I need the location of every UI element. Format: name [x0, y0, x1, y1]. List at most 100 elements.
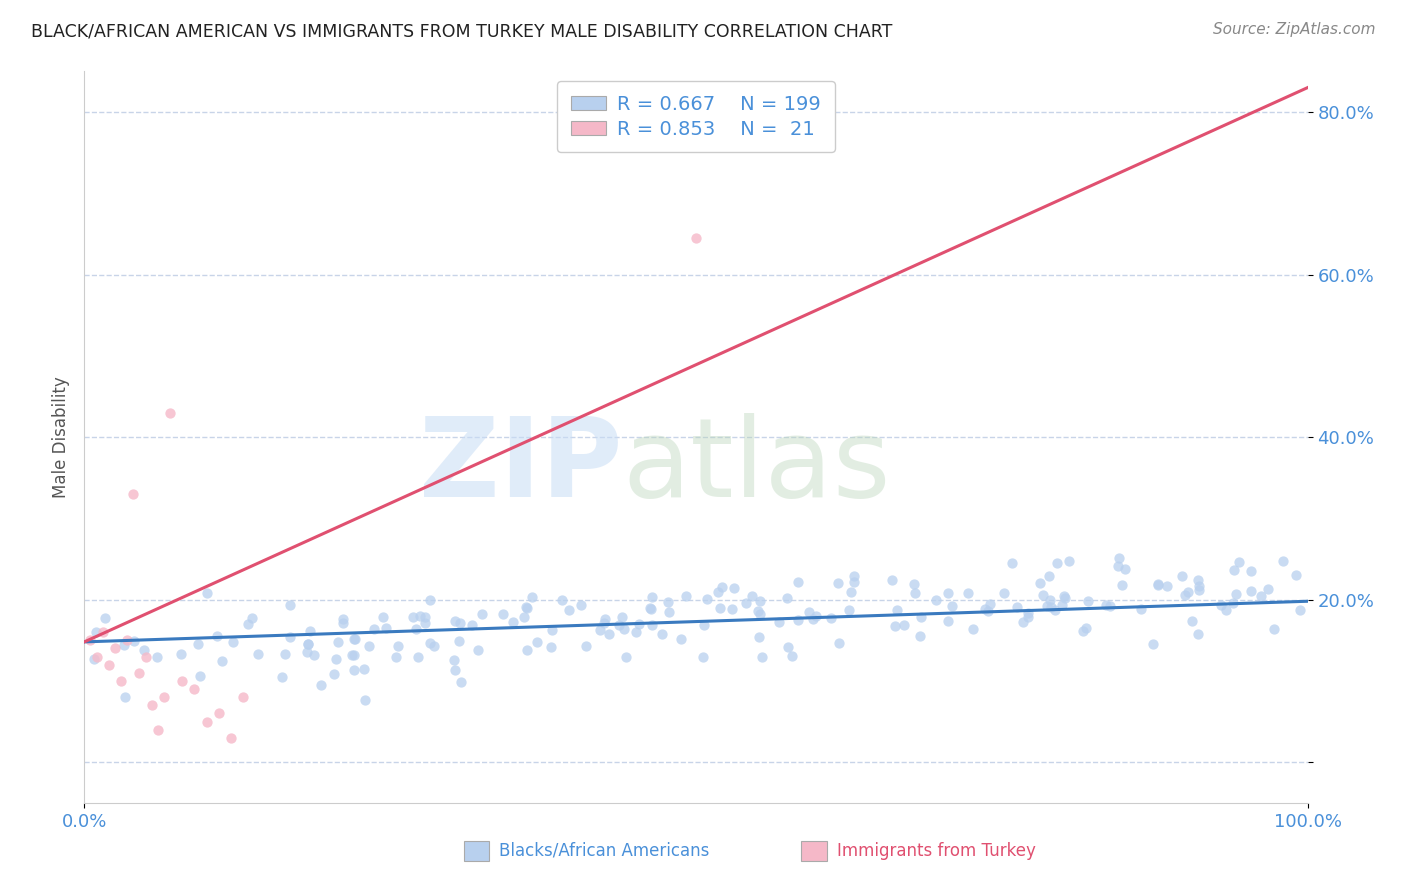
Point [1250, 589, 1272, 603]
Point [183, 681, 205, 696]
Point [409, 609, 432, 624]
Point [1012, 615, 1035, 629]
Point [115, 633, 138, 648]
Point [1074, 621, 1097, 635]
Point [884, 619, 907, 633]
Point [208, 706, 231, 721]
Point [86, 649, 108, 664]
Point [1263, 622, 1285, 636]
Point [187, 637, 209, 651]
Point [1181, 614, 1204, 628]
Point [651, 626, 673, 640]
Point [278, 630, 301, 644]
Point [748, 631, 770, 645]
Point [593, 612, 616, 626]
Point [880, 573, 903, 587]
Point [820, 611, 842, 625]
Point [685, 231, 707, 245]
Point [768, 615, 790, 630]
Point [211, 654, 233, 668]
Point [776, 591, 799, 605]
Point [842, 574, 865, 589]
Point [387, 639, 409, 653]
Point [134, 642, 156, 657]
Point [711, 580, 734, 594]
Point [461, 617, 484, 632]
Point [419, 636, 441, 650]
Point [1240, 584, 1263, 599]
Point [1215, 603, 1237, 617]
Point [1257, 582, 1279, 596]
Point [607, 617, 630, 632]
Legend: R = 0.667    N = 199, R = 0.853    N =  21: R = 0.667 N = 199, R = 0.853 N = 21 [557, 81, 835, 153]
Point [1057, 554, 1080, 568]
Text: atlas: atlas [623, 413, 891, 520]
Point [423, 639, 446, 653]
Point [1017, 606, 1039, 620]
Point [614, 650, 637, 665]
Point [749, 607, 772, 622]
Point [122, 487, 145, 501]
Point [471, 607, 494, 621]
Point [778, 640, 800, 654]
Point [974, 602, 997, 616]
Point [844, 568, 866, 582]
Point [925, 593, 948, 607]
Point [371, 610, 394, 624]
Point [405, 622, 427, 636]
Point [354, 693, 377, 707]
Point [492, 607, 515, 621]
Point [112, 638, 135, 652]
Point [741, 589, 763, 603]
Point [271, 670, 294, 684]
Point [1032, 588, 1054, 602]
Point [344, 632, 367, 646]
Point [195, 714, 218, 729]
Point [1077, 594, 1099, 608]
Point [1111, 578, 1133, 592]
Point [1239, 565, 1261, 579]
Point [207, 629, 229, 643]
Point [323, 666, 346, 681]
Point [278, 599, 301, 613]
Point [540, 640, 562, 654]
Point [977, 604, 1000, 618]
Point [675, 589, 697, 603]
Point [707, 585, 730, 599]
Point [838, 603, 860, 617]
Point [658, 605, 681, 619]
Point [124, 634, 146, 648]
Point [692, 649, 714, 664]
Point [751, 649, 773, 664]
Point [159, 406, 181, 420]
Point [797, 605, 820, 619]
Point [1108, 550, 1130, 565]
Point [841, 585, 863, 599]
Point [1271, 554, 1294, 568]
Point [297, 637, 319, 651]
Point [449, 616, 471, 631]
Point [612, 610, 634, 624]
Point [114, 690, 136, 704]
Point [1289, 602, 1312, 616]
Point [444, 663, 467, 677]
Point [1029, 576, 1052, 591]
Point [195, 586, 218, 600]
Point [1005, 599, 1028, 614]
Point [1222, 596, 1244, 610]
Point [575, 639, 598, 653]
Point [780, 648, 803, 663]
Point [340, 648, 363, 662]
Point [146, 723, 169, 737]
Point [1114, 562, 1136, 576]
Point [1156, 579, 1178, 593]
Point [343, 664, 366, 678]
Point [910, 609, 932, 624]
Point [962, 622, 984, 636]
Text: Immigrants from Turkey: Immigrants from Turkey [837, 842, 1035, 860]
Point [1177, 585, 1199, 599]
Point [222, 635, 245, 649]
Point [515, 599, 537, 614]
Point [326, 635, 349, 649]
Text: BLACK/AFRICAN AMERICAN VS IMMIGRANTS FROM TURKEY MALE DISABILITY CORRELATION CHA: BLACK/AFRICAN AMERICAN VS IMMIGRANTS FRO… [31, 22, 893, 40]
